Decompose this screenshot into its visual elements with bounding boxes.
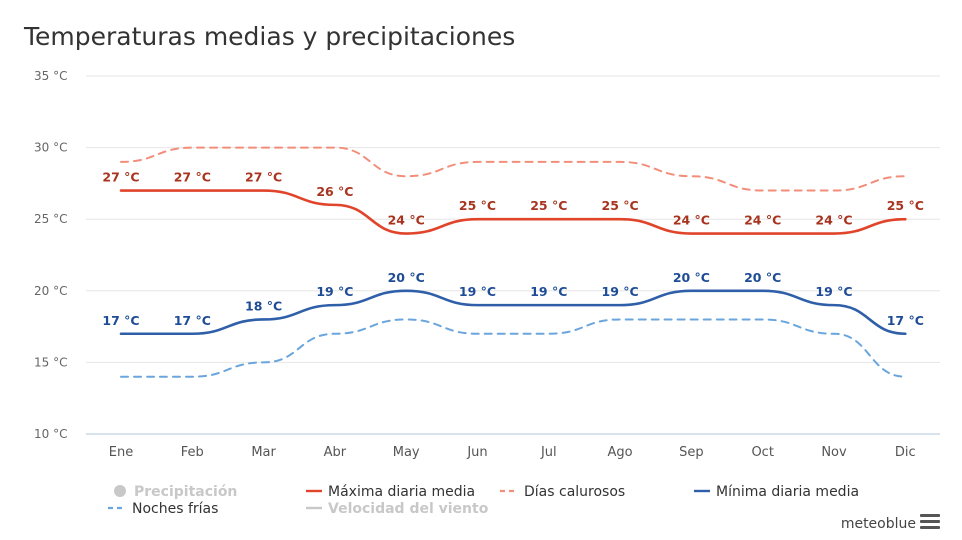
- data-label: 19 °C: [530, 284, 567, 299]
- legend-item-dias-calurosos[interactable]: Días calurosos: [524, 484, 625, 500]
- data-label: 17 °C: [102, 313, 139, 328]
- data-label: 24 °C: [815, 213, 852, 228]
- legend-item-noches-frias[interactable]: Noches frías: [132, 501, 218, 517]
- data-label: 25 °C: [887, 198, 924, 213]
- y-tick-label: 15 °C: [34, 355, 67, 369]
- series-line-maxima-diaria-media: [119, 189, 907, 235]
- y-tick-label: 35 °C: [34, 69, 67, 83]
- x-tick-label: Jul: [540, 445, 557, 460]
- y-tick-label: 20 °C: [34, 284, 67, 298]
- x-tick-label: Abr: [324, 445, 347, 460]
- x-tick-label: Sep: [679, 445, 704, 460]
- y-tick-label: 10 °C: [34, 427, 67, 441]
- data-label: 19 °C: [459, 284, 496, 299]
- x-tick-label: Ago: [608, 445, 633, 460]
- series-line-dias-calurosos: [120, 146, 907, 192]
- data-label: 25 °C: [530, 198, 567, 213]
- data-label: 20 °C: [388, 270, 425, 285]
- x-tick-label: Dic: [895, 445, 916, 460]
- x-tick-label: Nov: [821, 445, 847, 460]
- x-tick-label: Jun: [466, 445, 487, 460]
- x-tick-label: Oct: [751, 445, 773, 460]
- legend-item-maxima-diaria-media[interactable]: Máxima diaria media: [328, 484, 475, 500]
- x-tick-label: May: [393, 445, 420, 460]
- data-label: 17 °C: [887, 313, 924, 328]
- legend-item-velocidad-del-viento[interactable]: Velocidad del viento: [328, 501, 489, 517]
- data-label: 24 °C: [388, 213, 425, 228]
- menu-icon[interactable]: [920, 514, 940, 530]
- data-label: 27 °C: [174, 170, 211, 185]
- data-label: 19 °C: [815, 284, 852, 299]
- legend-item-precipitacion[interactable]: Precipitación: [134, 484, 237, 500]
- series-line-minima-diaria-media: [119, 289, 907, 336]
- branding-label: meteoblue: [840, 516, 916, 532]
- chart-title: Temperaturas medias y precipitaciones: [24, 22, 516, 51]
- data-label: 27 °C: [102, 170, 139, 185]
- data-label: 19 °C: [316, 284, 353, 299]
- data-label: 25 °C: [602, 198, 639, 213]
- data-label: 25 °C: [459, 198, 496, 213]
- data-label: 19 °C: [602, 284, 639, 299]
- legend-symbol-precipitacion: [114, 485, 126, 497]
- x-tick-label: Feb: [181, 445, 204, 460]
- x-tick-label: Ene: [109, 445, 133, 460]
- data-label: 20 °C: [673, 270, 710, 285]
- data-label: 24 °C: [673, 213, 710, 228]
- legend-item-minima-diaria-media[interactable]: Mínima diaria media: [716, 484, 859, 500]
- data-label: 17 °C: [174, 313, 211, 328]
- y-tick-label: 25 °C: [34, 212, 67, 226]
- data-label: 20 °C: [744, 270, 781, 285]
- y-tick-label: 30 °C: [34, 141, 67, 155]
- data-label: 24 °C: [744, 213, 781, 228]
- series-line-noches-frias: [120, 318, 907, 378]
- data-label: 27 °C: [245, 170, 282, 185]
- data-label: 18 °C: [245, 298, 282, 313]
- x-tick-label: Mar: [251, 445, 276, 460]
- data-label: 26 °C: [316, 184, 353, 199]
